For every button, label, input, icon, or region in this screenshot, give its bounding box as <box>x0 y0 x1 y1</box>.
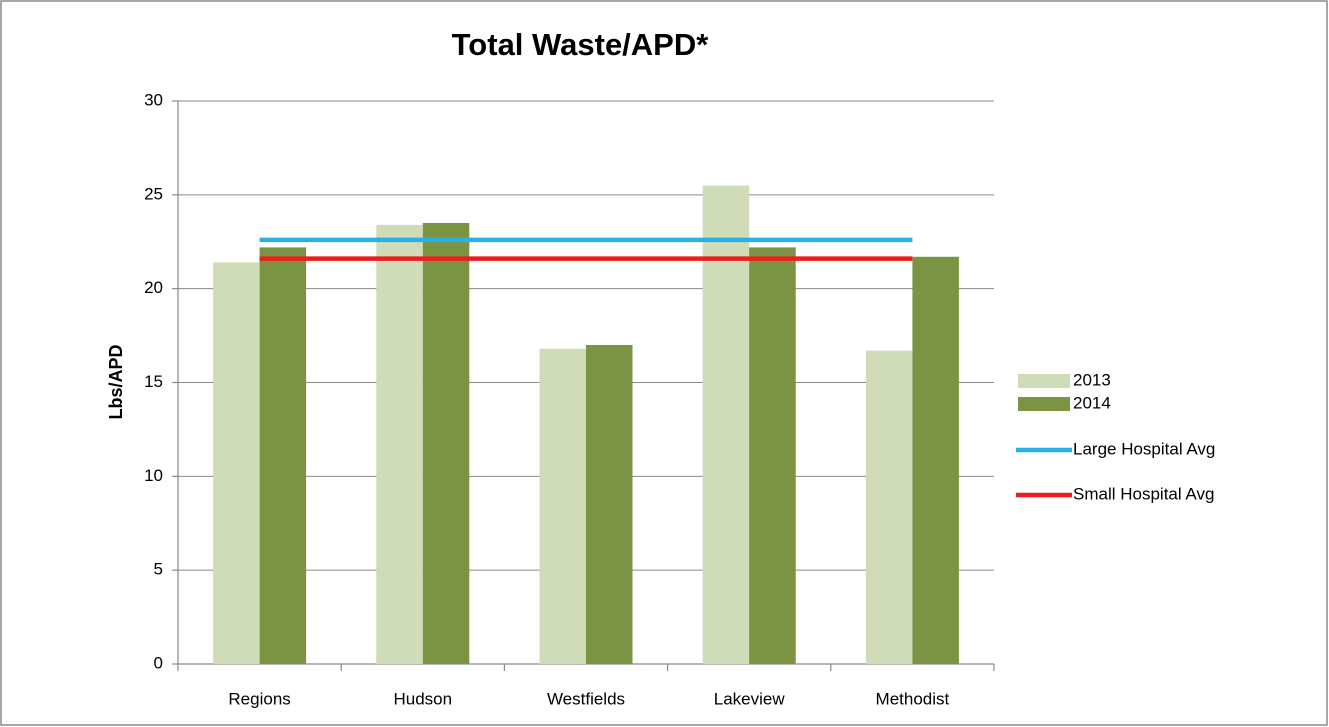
y-tick-label: 0 <box>154 653 163 672</box>
bar <box>865 350 913 664</box>
chart-title: Total Waste/APD* <box>452 27 710 62</box>
legend-swatch <box>1018 374 1070 388</box>
x-tick-label: Westfields <box>547 689 625 708</box>
bar <box>912 256 959 664</box>
legend-label: Large Hospital Avg <box>1073 439 1215 458</box>
bar <box>213 262 260 664</box>
bar <box>376 224 423 665</box>
x-tick-label: Hudson <box>393 689 452 708</box>
bar <box>422 222 470 664</box>
bar <box>539 348 586 664</box>
x-tick-label: Methodist <box>876 689 950 708</box>
y-tick-label: 30 <box>144 90 163 109</box>
legend-label: Small Hospital Avg <box>1073 484 1214 503</box>
bar <box>749 247 796 664</box>
y-tick-label: 20 <box>144 278 163 297</box>
legend-label: 2013 <box>1073 370 1111 389</box>
x-tick-label: Regions <box>228 689 290 708</box>
bar <box>702 185 750 664</box>
y-tick-label: 10 <box>144 466 163 485</box>
y-axis-label: Lbs/APD <box>106 344 126 419</box>
bar <box>259 247 307 664</box>
bar <box>586 344 633 664</box>
y-tick-label: 25 <box>144 184 163 203</box>
legend-label: 2014 <box>1073 393 1111 412</box>
legend-swatch <box>1018 397 1070 411</box>
y-tick-label: 15 <box>144 372 163 391</box>
y-tick-label: 5 <box>154 560 163 579</box>
x-tick-label: Lakeview <box>714 689 786 708</box>
